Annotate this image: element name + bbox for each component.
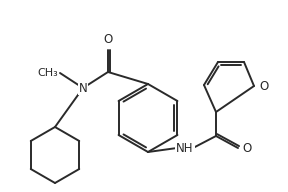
Text: O: O [103,33,113,46]
Text: CH₃: CH₃ [37,68,58,78]
Text: N: N [79,81,87,94]
Text: O: O [242,142,251,155]
Text: NH: NH [176,142,194,155]
Text: O: O [259,79,268,93]
